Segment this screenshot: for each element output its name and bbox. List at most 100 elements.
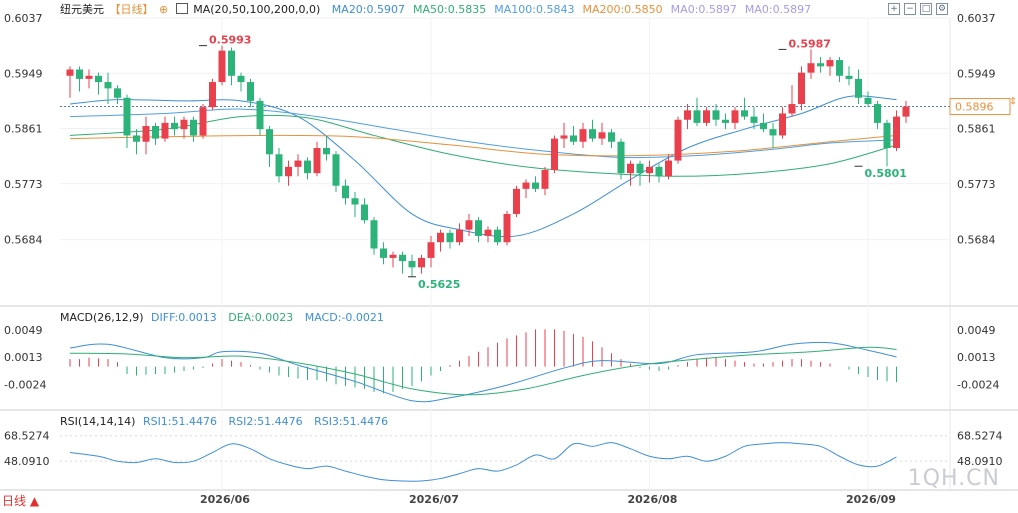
candle-body xyxy=(180,119,188,130)
zoom-in-icon[interactable]: + xyxy=(888,3,900,15)
candle-body xyxy=(807,63,815,73)
price-arrow-icon: ⇕ xyxy=(1009,97,1017,108)
candlestick xyxy=(845,66,853,86)
candlestick xyxy=(152,122,159,145)
candle-body xyxy=(703,110,710,123)
y-tick-right: 0.5949 xyxy=(957,67,996,80)
macd-y-tick-right: 0.0049 xyxy=(957,324,996,337)
candle-body xyxy=(674,119,682,161)
candle-body xyxy=(684,110,691,120)
ma-values: MA20:0.5907 MA50:0.5835 MA100:0.5843 MA200:… xyxy=(332,3,819,16)
candlestick xyxy=(437,229,444,252)
candlestick xyxy=(180,116,188,139)
fullscreen-icon[interactable]: □ xyxy=(920,3,932,15)
x-tick: 2026/06 xyxy=(200,493,250,506)
candle-body xyxy=(370,220,378,249)
candlestick xyxy=(532,176,539,192)
candle-body xyxy=(598,132,606,139)
settings-icon[interactable]: ⚙ xyxy=(936,3,948,15)
candlestick xyxy=(133,129,140,155)
y-tick-right: 0.5861 xyxy=(957,123,996,136)
candlestick xyxy=(123,94,131,149)
candle-body xyxy=(769,129,777,136)
candlestick xyxy=(741,97,748,120)
candle-body xyxy=(893,116,900,149)
candle-body xyxy=(199,107,207,136)
candlestick xyxy=(874,100,881,130)
candlestick xyxy=(570,126,577,145)
candle-body xyxy=(731,110,739,123)
candlestick xyxy=(199,104,207,139)
candlestick xyxy=(693,97,701,127)
candle-body xyxy=(532,182,539,189)
candle-body xyxy=(608,132,615,142)
macd-y-tick-right: -0.0024 xyxy=(957,378,999,391)
period-switch-button[interactable]: 日线 ▲ xyxy=(2,494,40,508)
rsi-y-tick-left: 48.0910 xyxy=(4,455,50,468)
candle-body xyxy=(152,126,159,139)
candlestick xyxy=(494,226,501,246)
candle-body xyxy=(418,257,425,268)
ma-value-1: MA50:0.5835 xyxy=(413,3,487,16)
candlestick xyxy=(142,116,150,155)
candle-body xyxy=(104,82,112,89)
candlestick xyxy=(665,154,672,180)
main-legend: 纽元美元 【日线】 ⊕ MA(20,50,100,200,0,0) MA20:0… xyxy=(60,2,827,18)
watermark-logo: 1QH.CN xyxy=(907,466,1000,491)
candle-body xyxy=(247,82,254,101)
candlestick xyxy=(361,198,368,224)
candle-body xyxy=(228,50,235,76)
current-price-box xyxy=(949,98,1011,116)
candle-body xyxy=(465,220,473,230)
y-tick-right: 0.5684 xyxy=(957,234,996,247)
macd-dea-line xyxy=(69,346,897,396)
price-annotation: 0.5801 xyxy=(865,167,907,180)
add-indicator-icon[interactable]: ⊕ xyxy=(159,3,169,16)
y-tick-left: 0.5773 xyxy=(4,178,43,191)
candle-body xyxy=(617,141,625,174)
candle-body xyxy=(503,213,511,243)
candle-body xyxy=(760,122,767,130)
x-tick: 2026/09 xyxy=(846,493,896,506)
ma-value-5: MA0:0.5897 xyxy=(744,3,812,16)
y-tick-right: 0.6037 xyxy=(957,12,996,25)
candlestick xyxy=(104,72,112,105)
macd-legend: MACD(26,12,9) DIFF:0.0013 DEA:0.0023 MAC… xyxy=(60,310,392,326)
candlestick xyxy=(608,129,615,149)
candlestick xyxy=(285,160,292,186)
candlestick xyxy=(161,116,169,142)
zoom-out-icon[interactable]: − xyxy=(904,3,916,15)
candle-body xyxy=(294,160,302,167)
candlestick xyxy=(551,135,558,174)
ma-menu-icon[interactable] xyxy=(175,3,188,14)
symbol-title: 纽元美元 xyxy=(60,3,104,16)
candlestick xyxy=(171,116,178,136)
macd-y-tick-left: 0.0013 xyxy=(4,351,43,364)
candlestick xyxy=(646,160,653,183)
candle-body xyxy=(456,229,463,243)
candlestick xyxy=(855,69,862,105)
candle-body xyxy=(560,135,568,139)
candle-body xyxy=(408,261,416,268)
candlestick xyxy=(598,122,606,145)
candlestick xyxy=(750,107,758,130)
candle-body xyxy=(817,63,824,67)
candle-body xyxy=(133,135,140,142)
candle-body xyxy=(475,220,482,236)
candlestick xyxy=(883,119,891,167)
candlestick xyxy=(313,141,321,177)
rsi2-value: RSI2:51.4476 xyxy=(228,415,303,428)
candle-body xyxy=(209,82,216,108)
candlestick xyxy=(323,135,330,161)
y-tick-left: 0.6037 xyxy=(4,12,43,25)
period-label[interactable]: 【日线】 xyxy=(109,3,154,16)
candle-body xyxy=(285,166,292,177)
candlestick xyxy=(294,154,302,177)
candlestick xyxy=(190,116,197,142)
candle-body xyxy=(190,119,197,136)
candle-body xyxy=(855,78,862,98)
candle-body xyxy=(788,104,796,114)
candlestick xyxy=(475,217,482,243)
candle-body xyxy=(902,106,910,117)
